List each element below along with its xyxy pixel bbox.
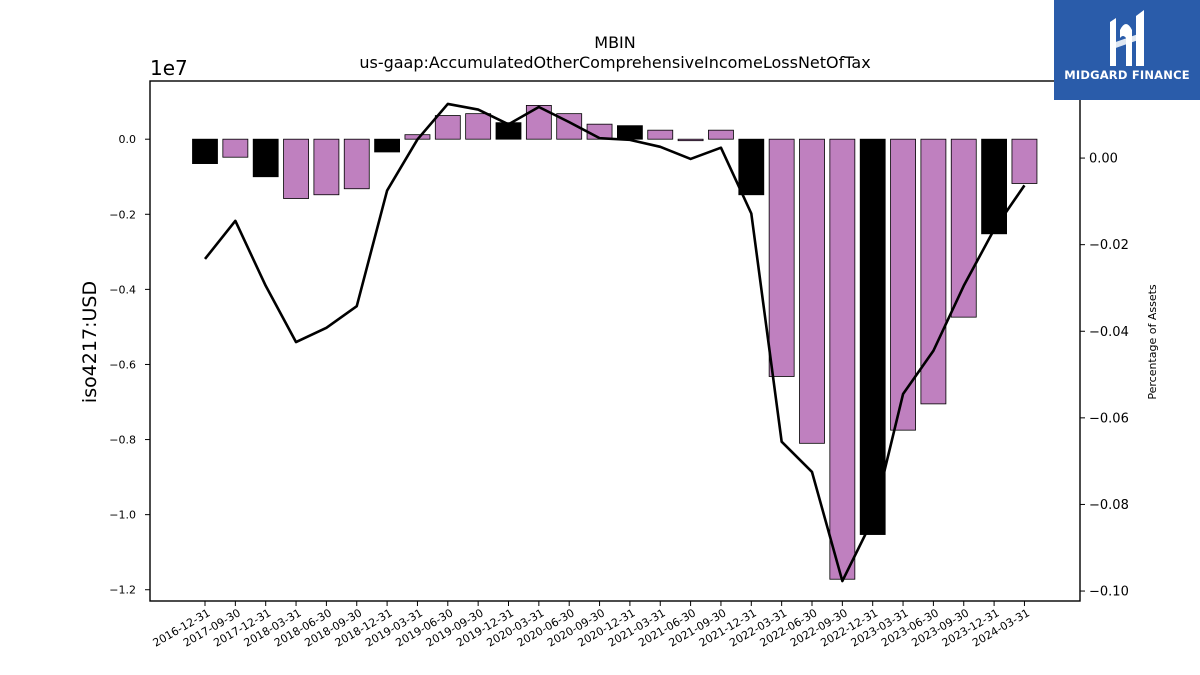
bar-2021-06-30	[677, 138, 704, 142]
bar-2018-03-31	[283, 138, 309, 199]
y2-axis-label: Percentage of Assets	[1146, 284, 1159, 400]
bar-2019-12-31	[495, 122, 522, 140]
bar-2017-09-30	[222, 138, 249, 158]
y2-tick-label: −0.04	[1089, 325, 1129, 340]
bar-2019-06-30	[434, 115, 461, 140]
y2-tick-label: 0.00	[1089, 152, 1118, 167]
line-group	[203, 102, 1026, 583]
bar-2017-12-31	[252, 138, 279, 178]
y-tick-label: −0.4	[109, 283, 136, 296]
y2-tick-label: −0.02	[1089, 238, 1129, 253]
midgard-finance-logo-icon	[1110, 10, 1144, 66]
plot-frame	[149, 80, 1081, 602]
bar-2022-03-31	[768, 138, 795, 377]
y-axis-ticks: 0.0 −0.2 −0.4 −0.6 −0.8 −1.0 −1.2	[109, 133, 150, 597]
bar-2020-12-31	[617, 125, 643, 140]
y-tick-label: −0.6	[109, 358, 136, 371]
bar-2022-12-31	[859, 138, 886, 535]
bar-2023-06-30	[920, 138, 947, 405]
bar-2023-03-31	[890, 138, 916, 431]
bar-2022-06-30	[799, 138, 825, 444]
bar-2018-06-30	[313, 138, 340, 196]
bar-2021-03-31	[647, 129, 674, 140]
y2-tick-label: −0.08	[1089, 498, 1129, 513]
bars-group	[192, 105, 1038, 580]
y-tick-label: −0.2	[109, 208, 136, 221]
y-tick-label: −1.2	[109, 584, 136, 597]
logo-text: MIDGARD FINANCE	[1064, 68, 1190, 82]
chart-title: MBIN	[594, 33, 635, 52]
bar-2021-12-31	[738, 138, 765, 196]
y-tick-label: 0.0	[119, 133, 137, 146]
bar-2018-09-30	[343, 138, 370, 190]
bar-2023-12-31	[981, 138, 1007, 235]
chart-subtitle: us-gaap:AccumulatedOtherComprehensiveInc…	[359, 53, 870, 72]
brand-logo: MIDGARD FINANCE	[1054, 0, 1200, 100]
y-offset-label: 1e7	[150, 56, 188, 80]
bar-2023-09-30	[950, 138, 977, 318]
y-tick-label: −0.8	[109, 434, 136, 447]
percentage-line	[203, 102, 1026, 583]
y2-tick-label: −0.10	[1089, 585, 1129, 600]
bar-2021-09-30	[708, 129, 734, 140]
bar-2019-09-30	[465, 113, 492, 140]
x-axis-ticks: 2016-12-312017-09-302017-12-312018-03-31…	[151, 601, 1032, 650]
bar-2016-12-31	[192, 138, 218, 164]
y2-axis-ticks: 0.00 −0.02 −0.04 −0.06 −0.08 −0.10	[1080, 152, 1129, 600]
bar-2018-12-31	[374, 138, 401, 153]
y-tick-label: −1.0	[109, 509, 136, 522]
y2-tick-label: −0.06	[1089, 411, 1129, 426]
bar-2024-03-31	[1011, 138, 1038, 184]
bar-2022-09-30	[829, 138, 856, 580]
y-axis-label: iso4217:USD	[79, 281, 101, 403]
